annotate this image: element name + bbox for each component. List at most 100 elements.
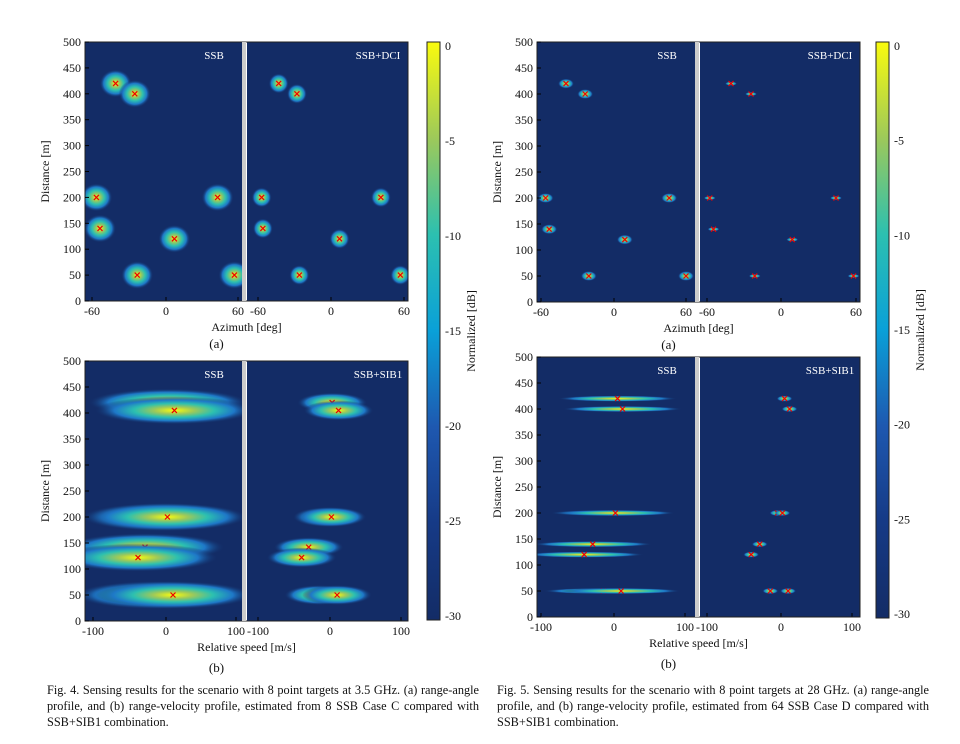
target-marker: [748, 91, 754, 97]
y-tick-label: 150: [515, 532, 533, 546]
target-marker: [334, 592, 341, 598]
y-tick-label: 50: [521, 269, 533, 283]
y-tick-label: 300: [515, 454, 533, 468]
intensity-peak: [94, 396, 242, 425]
target-marker: [786, 406, 793, 412]
heatmap-background: [700, 357, 860, 617]
panel-title: SSB+DCI: [808, 50, 853, 62]
y-tick-label: 450: [63, 380, 81, 394]
target-marker: [618, 588, 625, 594]
y-tick-label: 400: [63, 87, 81, 101]
x-tick-label: -60: [250, 304, 266, 318]
y-axis-label: Distance [m]: [490, 456, 504, 518]
panel-title: SSB: [204, 50, 224, 62]
colorbar-tick-label: -25: [894, 512, 910, 526]
x-tick-label: 0: [163, 624, 169, 638]
heatmap-panel-ssb: [537, 357, 695, 617]
colorbar-tick-label: -10: [445, 229, 461, 243]
panel-title: SSB: [657, 50, 677, 62]
colorbar-tick-label: -25: [445, 514, 461, 528]
y-tick-label: 250: [63, 484, 81, 498]
y-tick-label: 450: [515, 61, 533, 75]
y-tick-label: 0: [527, 295, 533, 309]
y-tick-label: 100: [515, 243, 533, 257]
intensity-peak: [93, 581, 242, 609]
colorbar-tick-label: -10: [894, 228, 910, 242]
x-tick-label: 0: [778, 305, 784, 319]
x-axis-label: Relative speed [m/s]: [649, 636, 748, 650]
target-marker: [582, 91, 589, 97]
target-marker: [397, 272, 404, 279]
intensity-peak: [537, 551, 645, 558]
target-marker: [377, 194, 384, 201]
target-marker: [751, 273, 758, 279]
y-tick-label: 200: [63, 190, 81, 204]
x-tick-label: 0: [611, 305, 617, 319]
y-tick-label: 150: [515, 217, 533, 231]
colorbar-tick-label: -5: [894, 134, 904, 148]
colorbar-tick-label: -20: [894, 418, 910, 432]
y-tick-label: 500: [515, 350, 533, 364]
heatmap-panel-ssb-sib1: [247, 361, 408, 621]
y-tick-label: 350: [515, 113, 533, 127]
colorbar-tick-label: -5: [445, 134, 455, 148]
x-tick-label: 0: [327, 624, 333, 638]
target-marker: [171, 235, 178, 242]
target-marker: [589, 541, 596, 548]
y-axis-label: Distance [m]: [490, 141, 504, 203]
target-marker: [335, 407, 342, 414]
target-marker: [614, 395, 621, 402]
y-tick-label: 500: [63, 35, 81, 49]
y-tick-label: 250: [515, 165, 533, 179]
y-tick-label: 100: [515, 558, 533, 572]
y-tick-label: 150: [63, 216, 81, 230]
y-tick-label: 300: [63, 458, 81, 472]
x-tick-label: 60: [232, 304, 244, 318]
colorbar-tick-label: -30: [445, 609, 461, 623]
x-tick-label: -60: [533, 305, 549, 319]
panel-title: SSB+DCI: [356, 50, 401, 62]
target-marker: [93, 194, 100, 201]
target-marker: [728, 80, 734, 87]
target-marker: [296, 272, 303, 279]
figure-4-caption: Fig. 4. Sensing results for the scenario…: [47, 683, 479, 729]
y-tick-label: 250: [515, 480, 533, 494]
heatmap-background: [700, 42, 860, 302]
x-tick-label: 0: [163, 304, 169, 318]
y-tick-label: 100: [63, 562, 81, 576]
target-marker: [328, 514, 335, 520]
x-axis-label: Azimuth [deg]: [663, 321, 733, 335]
target-marker: [850, 273, 857, 279]
x-tick-label: 100: [676, 620, 694, 634]
target-marker: [170, 592, 176, 598]
target-marker: [779, 510, 786, 516]
colorbar-tick-label: 0: [894, 39, 900, 53]
subfigure-label: (b): [209, 660, 224, 675]
target-marker: [581, 551, 588, 558]
x-tick-label: -60: [84, 304, 100, 318]
target-marker: [789, 236, 796, 243]
target-marker: [706, 195, 713, 201]
target-marker: [231, 272, 238, 279]
x-tick-label: 100: [392, 624, 410, 638]
heatmap-panel-ssb: [85, 42, 242, 301]
y-tick-label: 400: [515, 87, 533, 101]
target-marker: [756, 541, 763, 548]
target-marker: [112, 80, 119, 87]
heatmap-panel-ssb: [537, 42, 695, 302]
y-tick-label: 500: [515, 35, 533, 49]
y-tick-label: 150: [63, 536, 81, 550]
y-tick-label: 350: [63, 432, 81, 446]
y-tick-label: 50: [69, 588, 81, 602]
target-marker: [563, 80, 569, 87]
target-marker: [767, 588, 774, 594]
intensity-peak: [85, 183, 113, 212]
panel-title: SSB+SIB1: [806, 365, 854, 377]
target-marker: [748, 551, 755, 558]
target-marker: [585, 273, 592, 279]
intensity-peak: [537, 541, 653, 548]
subfigure-label: (a): [209, 336, 223, 351]
figure-5-caption: Fig. 5. Sensing results for the scenario…: [497, 683, 929, 729]
target-marker: [259, 225, 266, 232]
target-marker: [781, 395, 788, 402]
